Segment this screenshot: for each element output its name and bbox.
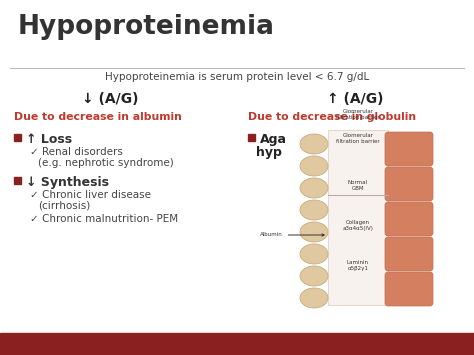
Text: hyp: hyp <box>256 146 282 159</box>
FancyBboxPatch shape <box>385 132 433 166</box>
Ellipse shape <box>300 222 328 242</box>
Text: ↓ (A/G): ↓ (A/G) <box>82 92 138 106</box>
Text: Aga: Aga <box>260 133 287 146</box>
Text: Glomerular
filtration barrier: Glomerular filtration barrier <box>336 133 380 144</box>
Text: Hypoproteinemia: Hypoproteinemia <box>18 14 275 40</box>
Text: ✓ Chronic liver disease: ✓ Chronic liver disease <box>30 190 151 200</box>
Text: emia: emia <box>397 146 431 159</box>
Ellipse shape <box>300 288 328 308</box>
Text: ✓ Renal disorders: ✓ Renal disorders <box>30 147 123 157</box>
Text: (e.g. nephrotic syndrome): (e.g. nephrotic syndrome) <box>38 158 174 168</box>
Text: Albumin: Albumin <box>260 233 324 237</box>
FancyBboxPatch shape <box>385 167 433 201</box>
Bar <box>328 130 388 305</box>
Text: Laminin
α5β2γ1: Laminin α5β2γ1 <box>347 260 369 271</box>
Text: Due to decrease in globulin: Due to decrease in globulin <box>248 112 416 122</box>
Bar <box>0 333 474 355</box>
Bar <box>14 177 21 184</box>
Text: Collagen
a3α4α5(IV): Collagen a3α4α5(IV) <box>343 220 374 231</box>
Ellipse shape <box>300 266 328 286</box>
Text: Hypoproteinemia is serum protein level < 6.7 g/dL: Hypoproteinemia is serum protein level <… <box>105 72 369 82</box>
FancyBboxPatch shape <box>385 237 433 271</box>
Text: ↑ (A/G): ↑ (A/G) <box>327 92 383 106</box>
Ellipse shape <box>300 200 328 220</box>
Bar <box>14 134 21 141</box>
FancyBboxPatch shape <box>385 272 433 306</box>
Text: ✓ Chronic malnutrition- PEM: ✓ Chronic malnutrition- PEM <box>30 214 178 224</box>
Text: (cirrhosis): (cirrhosis) <box>38 201 90 211</box>
Ellipse shape <box>300 134 328 154</box>
Text: ia/: ia/ <box>395 133 412 146</box>
Text: Normal
GBM: Normal GBM <box>348 180 368 191</box>
Bar <box>248 134 255 141</box>
Text: Glomerular
filtration barrier: Glomerular filtration barrier <box>336 109 380 120</box>
Ellipse shape <box>300 156 328 176</box>
Text: ↑ Loss: ↑ Loss <box>26 133 72 146</box>
Ellipse shape <box>300 178 328 198</box>
Ellipse shape <box>300 244 328 264</box>
Text: Due to decrease in albumin: Due to decrease in albumin <box>14 112 182 122</box>
Text: ↓ Synthesis: ↓ Synthesis <box>26 176 109 189</box>
FancyBboxPatch shape <box>385 202 433 236</box>
